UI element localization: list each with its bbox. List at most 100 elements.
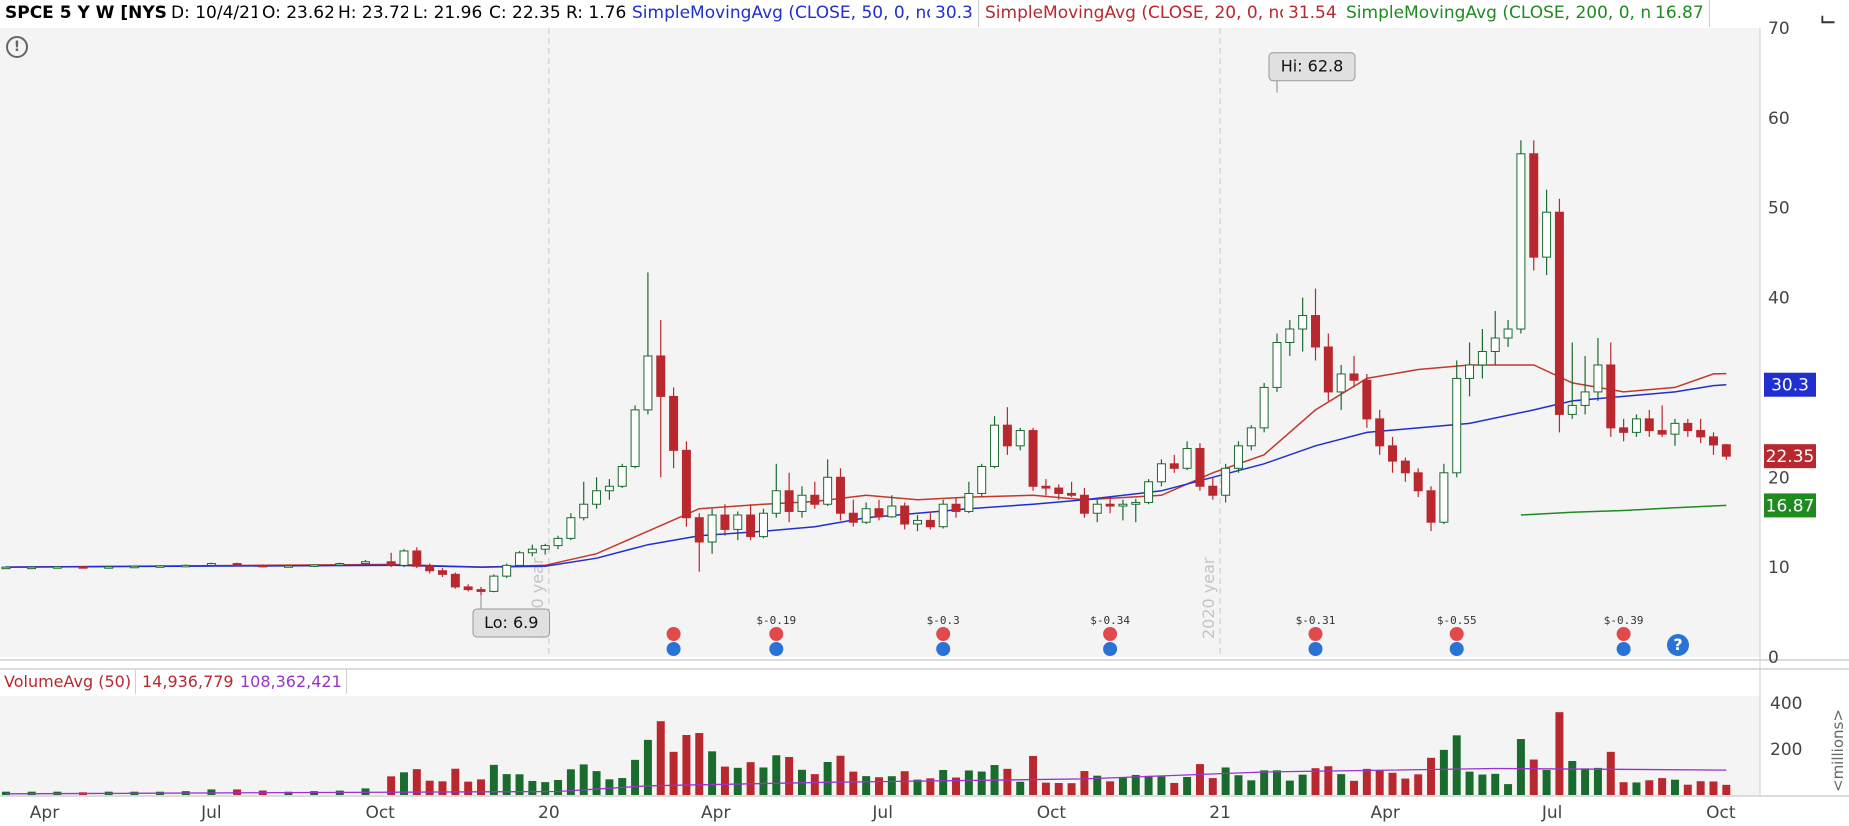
candle-body: [1670, 422, 1680, 435]
candle-body: [617, 466, 627, 487]
volume-bar: [695, 733, 704, 795]
candle-body: [1028, 430, 1038, 487]
volume-bar: [1427, 757, 1436, 795]
volume-bar: [579, 764, 588, 795]
candle-body: [1208, 485, 1218, 496]
candle-body: [656, 355, 666, 397]
candle-body: [887, 505, 897, 518]
price-badge-label: 16.87: [1766, 496, 1815, 516]
volume-bar: [1670, 779, 1679, 795]
candle-body: [1067, 492, 1077, 496]
volume-bar: [1093, 775, 1102, 795]
candle-body: [1567, 404, 1577, 415]
volume-bar: [849, 771, 858, 795]
candle-body: [129, 565, 139, 569]
drawing-tool-icon[interactable]: ⨽: [1820, 1, 1836, 31]
volume-bar: [1016, 781, 1025, 795]
candle-body: [489, 575, 499, 592]
candle-body: [771, 490, 781, 514]
candle-body: [1169, 463, 1179, 469]
candle-body: [1054, 487, 1064, 494]
candle-body: [1195, 448, 1205, 487]
candle-body: [1298, 315, 1308, 330]
candle-body: [733, 514, 743, 530]
volume-bar: [1298, 774, 1307, 795]
volume-bar: [1581, 768, 1590, 795]
candle-body: [155, 565, 165, 568]
x-tick-label: Oct: [365, 803, 395, 822]
volume-bar: [1080, 771, 1089, 795]
candle-body: [1465, 364, 1475, 379]
moving-average-line: [1520, 504, 1727, 516]
symbol-label[interactable]: SPCE 5 Y W [NYSE]: [0, 0, 193, 27]
candle-body: [1259, 386, 1269, 429]
volume-bar: [399, 772, 408, 795]
volume-avg-label[interactable]: VolumeAvg (50): [0, 670, 137, 694]
help-icon[interactable]: ?: [1667, 634, 1689, 656]
volume-bar: [528, 780, 537, 795]
candle-body: [1131, 501, 1141, 505]
candle-body: [1144, 481, 1154, 503]
info-event-icon: [936, 642, 951, 656]
earnings-label: $-0.39: [1604, 614, 1644, 627]
volume-bar: [1542, 770, 1551, 795]
candle-body: [938, 503, 948, 528]
candle-body: [720, 514, 730, 530]
volume-bar: [1067, 783, 1076, 795]
volume-bar: [566, 769, 575, 795]
candle-body: [707, 514, 717, 543]
candle-body: [553, 537, 563, 547]
volume-bar: [1645, 780, 1654, 795]
sma200-legend[interactable]: SimpleMovingAvg (CLOSE, 200, 0, no): [1341, 0, 1675, 27]
candle-body: [1580, 391, 1590, 406]
volume-bar: [785, 756, 794, 795]
price-tick-label: 60: [1768, 109, 1790, 129]
volume-avg-line: [5, 767, 1727, 795]
volume-value: 14,936,779: [138, 670, 239, 694]
candle-body: [861, 508, 871, 523]
range-readout: R: 1.76: [561, 0, 633, 27]
volume-bar: [939, 769, 948, 795]
volume-bar: [1491, 773, 1500, 795]
volume-bar: [1221, 767, 1230, 795]
volume-bar: [1606, 751, 1615, 795]
volume-avg-value: 108,362,421: [236, 670, 347, 694]
candle-body: [1683, 422, 1693, 432]
candle-body: [758, 512, 768, 538]
candle-body: [1015, 430, 1025, 447]
volume-bar: [1170, 782, 1179, 795]
sma20-legend[interactable]: SimpleMovingAvg (CLOSE, 20, 0, no): [980, 0, 1303, 27]
candle-body: [694, 517, 704, 543]
volume-bar: [900, 771, 909, 795]
candle-body: [1593, 364, 1603, 393]
volume-bar: [1593, 767, 1602, 795]
earnings-event-icon: [769, 627, 784, 641]
info-icon[interactable]: !: [6, 36, 28, 58]
volume-bar: [1003, 768, 1012, 795]
volume-bar: [1452, 735, 1461, 795]
price-panel-bg: [0, 28, 1760, 657]
volume-bar: [1439, 749, 1448, 795]
candle-body: [1708, 436, 1718, 446]
candle-body: [681, 449, 691, 519]
volume-bar: [1414, 774, 1423, 795]
price-tick-label: 10: [1768, 558, 1790, 578]
volume-bar: [1362, 768, 1371, 795]
volume-bar: [1478, 774, 1487, 795]
candle-body: [900, 505, 910, 525]
candle-body: [425, 565, 435, 572]
volume-bar: [1131, 774, 1140, 795]
earnings-event-icon: [666, 627, 681, 641]
candle-body: [463, 586, 473, 591]
volume-bar: [1183, 776, 1192, 795]
price-tick-label: 50: [1768, 199, 1790, 219]
volume-bar: [1144, 775, 1153, 795]
sma50-legend[interactable]: SimpleMovingAvg (CLOSE, 50, 0, no): [627, 0, 950, 27]
volume-bar: [1260, 770, 1269, 795]
candle-body: [823, 476, 833, 505]
volume-bar: [477, 779, 486, 795]
volume-bar: [1555, 712, 1564, 795]
volume-bar: [1388, 772, 1397, 795]
